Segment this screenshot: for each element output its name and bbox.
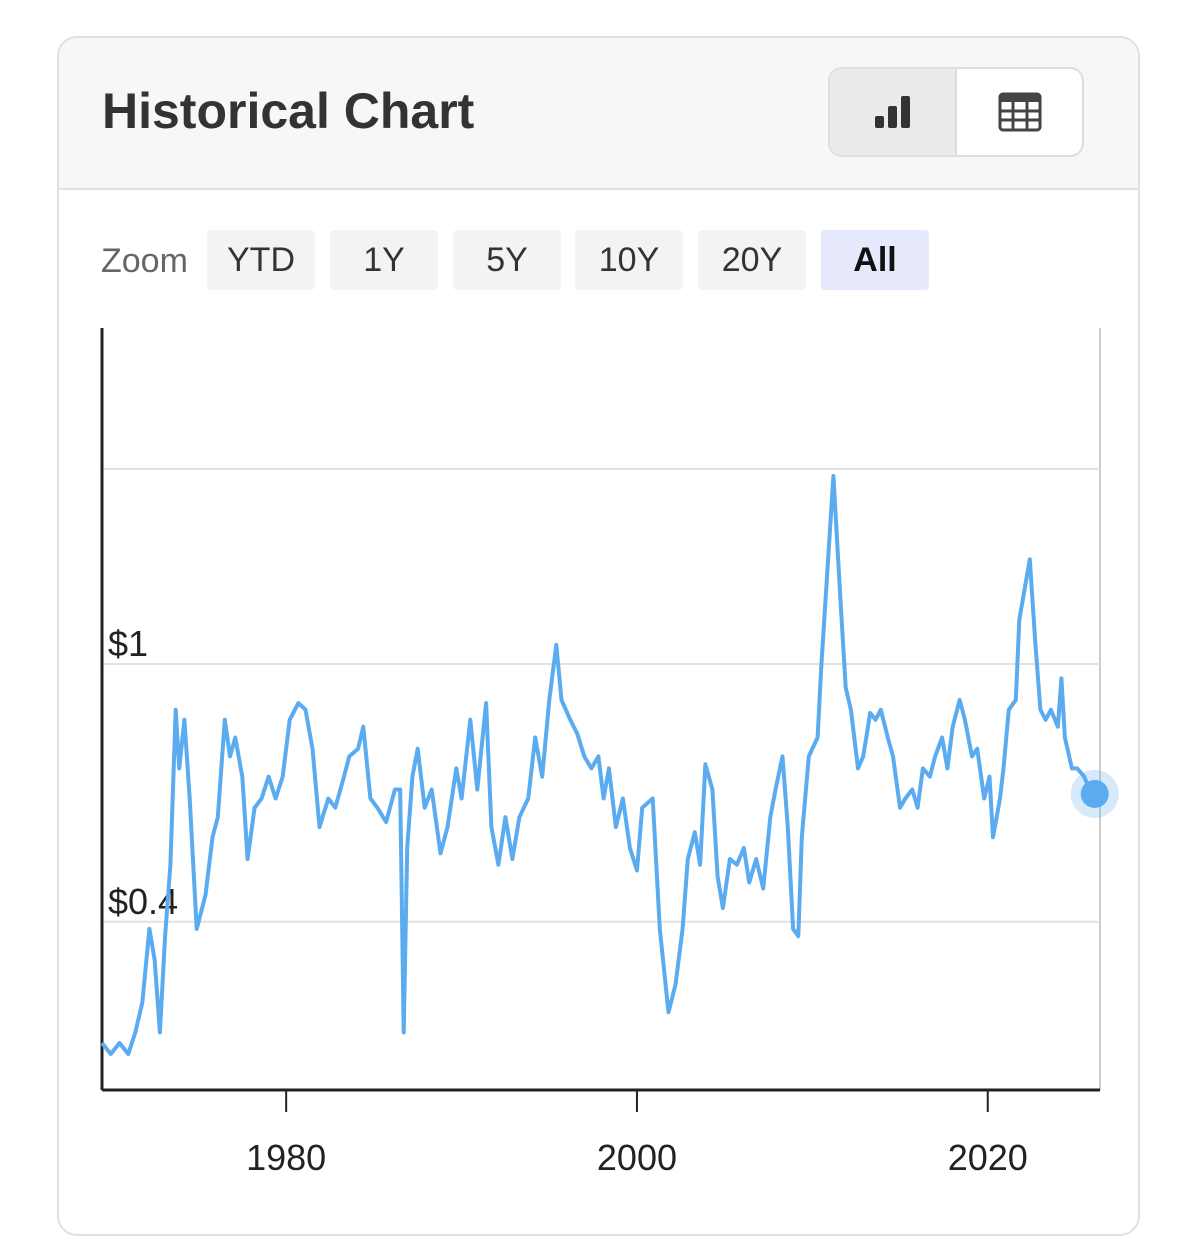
x-tick-label: 2000 (597, 1137, 677, 1178)
page: Historical Chart Zoom YTD 1Y 5Y 10Y 20Y All $… (57, 36, 1140, 1236)
table-icon (998, 92, 1041, 132)
view-toggle (828, 67, 1084, 157)
last-point (1080, 779, 1109, 808)
zoom-button[interactable]: 5Y (453, 230, 561, 290)
chart-card: Historical Chart (57, 36, 1140, 1236)
bar-icon (874, 96, 910, 128)
x-tick-label: 1980 (246, 1137, 326, 1178)
card-header: Historical Chart (59, 38, 1138, 190)
zoom-button[interactable]: All (821, 230, 929, 290)
zoom-button[interactable]: 1Y (330, 230, 438, 290)
y-tick-label: $1 (108, 623, 148, 664)
zoom-button[interactable]: 20Y (698, 230, 806, 290)
zoom-label: Zoom (101, 242, 188, 280)
zoom-button[interactable]: 10Y (575, 230, 683, 290)
chart-view-button[interactable] (830, 69, 957, 155)
price-line (100, 474, 1097, 1056)
card-title: Historical Chart (102, 83, 475, 139)
x-tick-label: 2020 (948, 1137, 1028, 1178)
zoom-button[interactable]: YTD (207, 230, 315, 290)
table-view-button[interactable] (957, 69, 1082, 155)
